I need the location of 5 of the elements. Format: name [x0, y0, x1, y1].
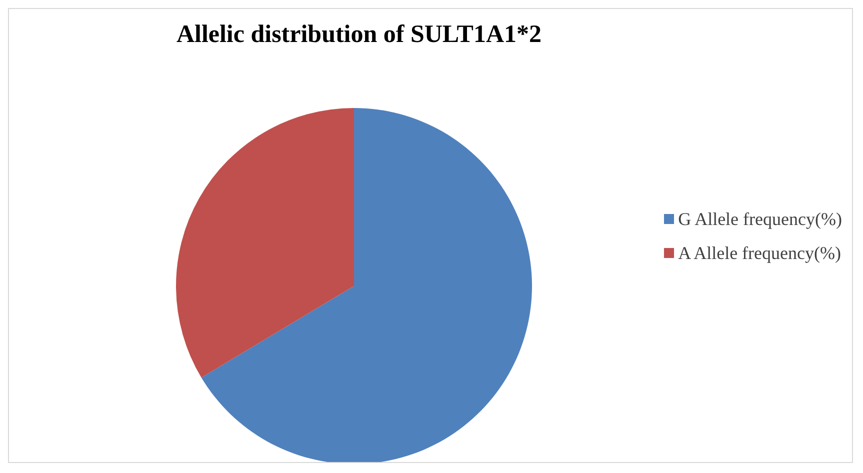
pie-slice	[176, 108, 354, 378]
legend-label: A Allele frequency(%)	[678, 242, 841, 265]
chart-title: Allelic distribution of SULT1A1*2	[175, 21, 543, 49]
pie-slice	[201, 108, 532, 462]
legend-label: G Allele frequency(%)	[678, 208, 842, 231]
